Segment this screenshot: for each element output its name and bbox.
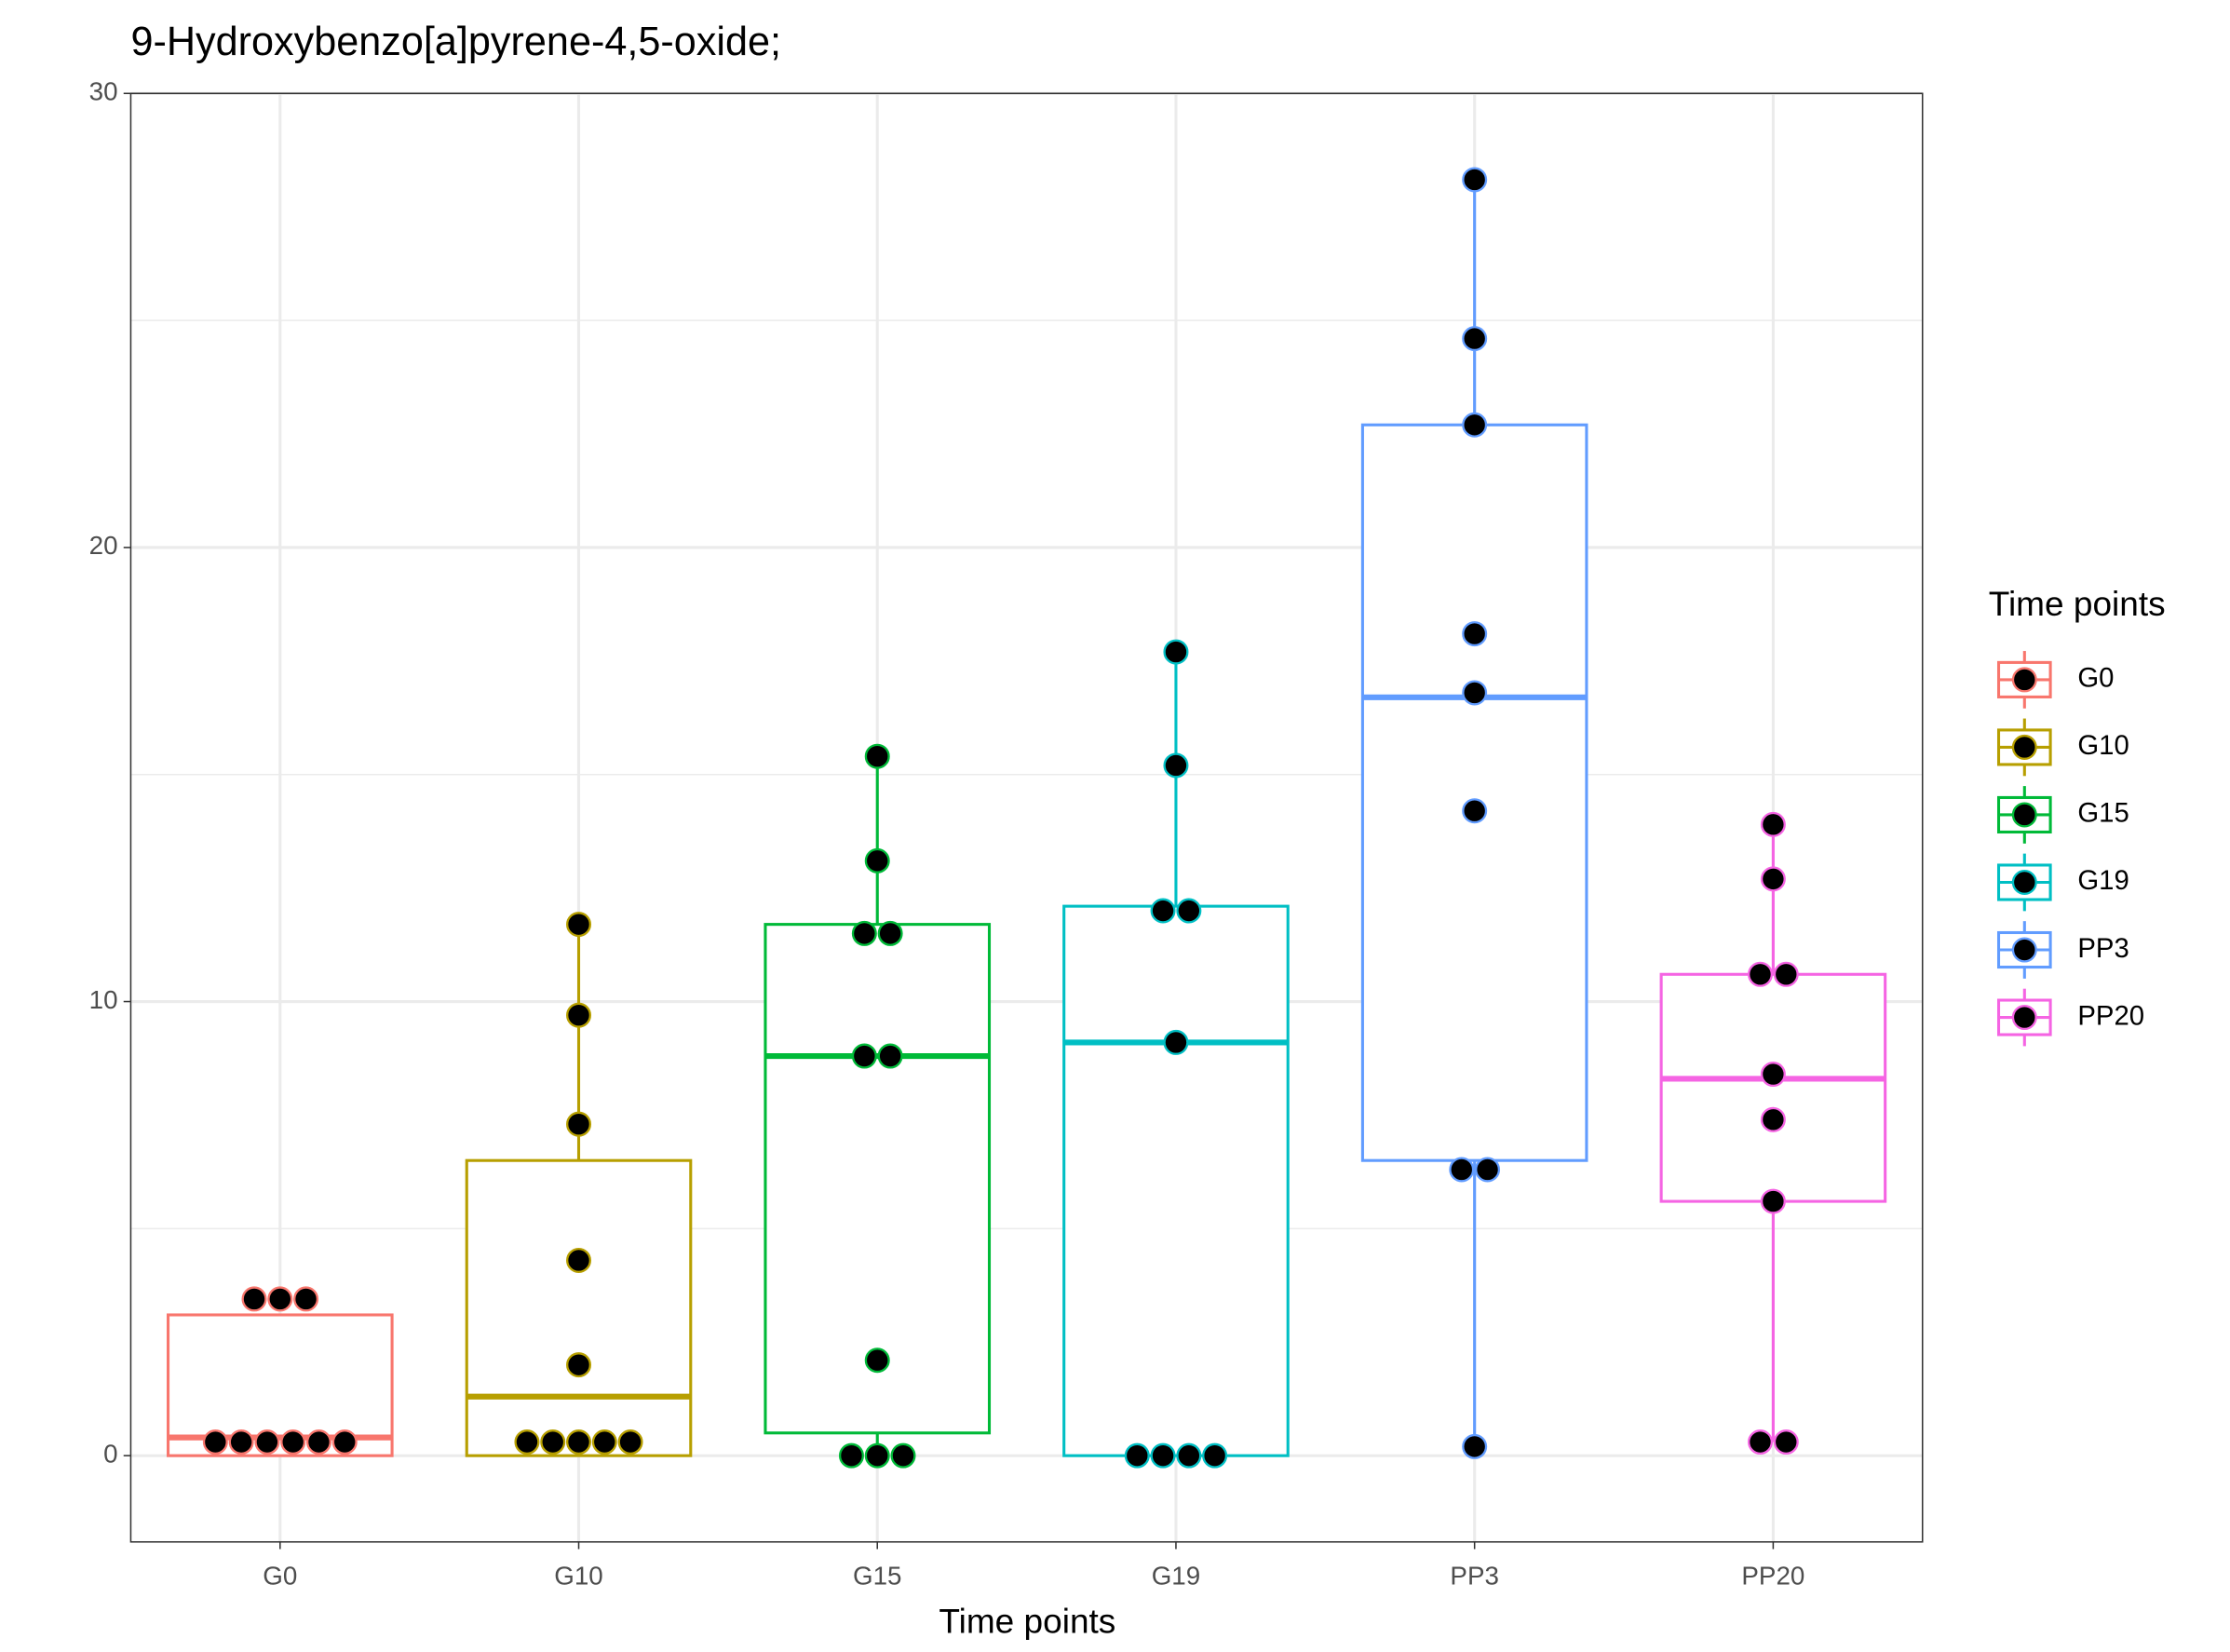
data-point (566, 1352, 592, 1378)
data-point (877, 1043, 903, 1069)
data-point (540, 1429, 566, 1456)
y-tick-label: 10 (89, 985, 118, 1014)
x-tick-label: PP3 (1450, 1562, 1498, 1591)
legend-label: G19 (2077, 865, 2129, 896)
legend-key-dot (2011, 937, 2037, 963)
data-point (1462, 1433, 1488, 1459)
box (465, 1158, 693, 1457)
legend-key-dot (2011, 869, 2037, 895)
legend-title: Time points (1989, 584, 2166, 623)
data-point (1462, 798, 1488, 824)
data-point (851, 1043, 877, 1069)
data-point (1462, 167, 1488, 193)
data-point (1760, 866, 1786, 892)
data-point (514, 1429, 540, 1456)
data-point (1760, 811, 1786, 837)
y-tick-label: 30 (89, 77, 118, 106)
data-point (864, 1442, 890, 1469)
data-point (851, 920, 877, 946)
legend-label: PP3 (2077, 933, 2129, 964)
legend-key-dot (2011, 1005, 2037, 1031)
data-point (566, 1002, 592, 1028)
data-point (566, 1111, 592, 1137)
y-tick-label: 20 (89, 531, 118, 560)
x-tick-label: G0 (263, 1562, 297, 1591)
data-point (1747, 961, 1774, 987)
data-point (241, 1286, 267, 1312)
box (1360, 423, 1588, 1162)
data-point (566, 912, 592, 938)
data-point (890, 1442, 916, 1469)
data-point (1449, 1157, 1475, 1183)
data-point (864, 1347, 890, 1374)
data-point (591, 1429, 617, 1456)
data-point (1462, 412, 1488, 438)
data-point (566, 1247, 592, 1273)
data-point (566, 1429, 592, 1456)
data-point (1747, 1429, 1774, 1456)
y-tick-label: 0 (103, 1439, 117, 1468)
x-tick-label: G15 (853, 1562, 901, 1591)
data-point (838, 1442, 864, 1469)
chart-title: 9-Hydroxybenzo[a]pyrene-4,5-oxide; (130, 20, 781, 64)
data-point (331, 1429, 358, 1456)
data-point (1202, 1442, 1228, 1469)
data-point (1760, 1188, 1786, 1214)
legend-label: G15 (2077, 798, 2129, 829)
data-point (1773, 1429, 1799, 1456)
legend-key-dot (2011, 734, 2037, 760)
data-point (1475, 1157, 1501, 1183)
data-point (1163, 639, 1189, 665)
legend-key-dot (2011, 802, 2037, 828)
x-tick-label: PP20 (1741, 1562, 1804, 1591)
data-point (267, 1286, 293, 1312)
data-point (1124, 1442, 1150, 1469)
data-point (228, 1429, 254, 1456)
data-point (1462, 326, 1488, 352)
data-point (1760, 1106, 1786, 1132)
data-point (1773, 961, 1799, 987)
data-point (1462, 621, 1488, 647)
box (1659, 972, 1887, 1203)
legend-label: PP20 (2077, 1000, 2144, 1031)
legend-key-dot (2011, 667, 2037, 693)
data-point (1163, 1029, 1189, 1055)
legend-label: G10 (2077, 730, 2129, 761)
box (1062, 904, 1290, 1457)
data-point (877, 920, 903, 946)
data-point (1163, 752, 1189, 779)
x-tick-label: G19 (1152, 1562, 1200, 1591)
data-point (1462, 680, 1488, 706)
x-axis-label: Time points (939, 1602, 1115, 1641)
panel-border (129, 92, 1924, 1543)
data-point (1150, 898, 1176, 924)
data-point (1150, 1442, 1176, 1469)
data-point (280, 1429, 306, 1456)
data-point (864, 743, 890, 769)
data-point (1176, 1442, 1202, 1469)
data-point (305, 1429, 331, 1456)
x-tick-label: G10 (554, 1562, 602, 1591)
data-point (1760, 1062, 1786, 1088)
data-point (293, 1286, 319, 1312)
data-point (1176, 898, 1202, 924)
data-point (864, 847, 890, 873)
data-point (202, 1429, 228, 1456)
data-point (617, 1429, 643, 1456)
legend-label: G0 (2077, 663, 2114, 694)
data-point (254, 1429, 280, 1456)
box (166, 1313, 394, 1457)
